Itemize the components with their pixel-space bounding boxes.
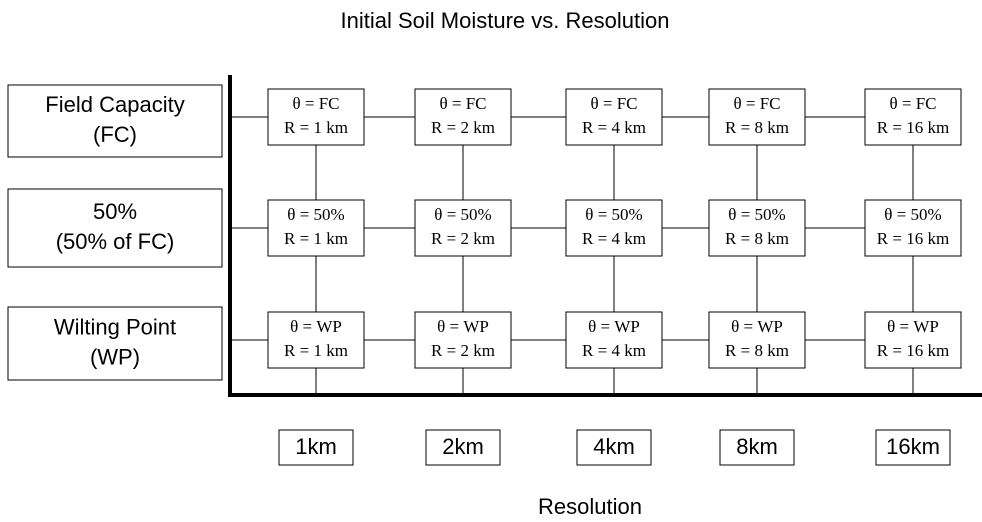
row-label: Wilting Point	[54, 314, 176, 339]
x-axis-label: Resolution	[538, 494, 642, 519]
cell-text: R = 8 km	[725, 341, 789, 360]
cell-text: R = 1 km	[284, 341, 348, 360]
row-label: (50% of FC)	[56, 229, 175, 254]
column-label: 4km	[593, 434, 635, 459]
cell-text: R = 16 km	[877, 118, 949, 137]
cell-box	[414, 88, 512, 146]
title: Initial Soil Moisture vs. Resolution	[341, 8, 670, 33]
row-label-box	[7, 306, 223, 381]
cell-text: θ = FC	[439, 94, 486, 113]
cell-text: θ = FC	[733, 94, 780, 113]
cell-box	[565, 311, 663, 369]
column-label-box	[576, 429, 652, 466]
column-label: 8km	[736, 434, 778, 459]
cell-box	[864, 88, 962, 146]
column-label-box	[425, 429, 501, 466]
cell-box	[267, 199, 365, 257]
cell-text: R = 4 km	[582, 341, 646, 360]
cell-text: θ = FC	[292, 94, 339, 113]
cell-text: θ = WP	[887, 317, 939, 336]
cell-box	[414, 311, 512, 369]
row-label: (FC)	[93, 122, 137, 147]
cell-text: R = 2 km	[431, 229, 495, 248]
column-label-box	[875, 429, 951, 466]
cell-text: R = 4 km	[582, 118, 646, 137]
cell-text: R = 8 km	[725, 229, 789, 248]
column-label: 16km	[886, 434, 940, 459]
row-label: Field Capacity	[45, 92, 184, 117]
cell-text: θ = 50%	[585, 205, 642, 224]
cell-text: θ = FC	[889, 94, 936, 113]
row-label: 50%	[93, 199, 137, 224]
cell-box	[267, 88, 365, 146]
row-label-box	[7, 84, 223, 158]
cell-text: θ = 50%	[434, 205, 491, 224]
column-label-box	[278, 429, 354, 466]
cell-text: R = 16 km	[877, 229, 949, 248]
cell-box	[565, 88, 663, 146]
cell-box	[864, 311, 962, 369]
cell-text: R = 1 km	[284, 118, 348, 137]
column-label: 2km	[442, 434, 484, 459]
row-label: (WP)	[90, 344, 140, 369]
cell-text: θ = WP	[588, 317, 640, 336]
cell-text: θ = 50%	[884, 205, 941, 224]
cell-text: θ = FC	[590, 94, 637, 113]
cell-box	[565, 199, 663, 257]
cell-text: R = 8 km	[725, 118, 789, 137]
column-label-box	[719, 429, 795, 466]
cell-text: θ = 50%	[728, 205, 785, 224]
cell-box	[708, 311, 806, 369]
column-label: 1km	[295, 434, 337, 459]
cell-text: θ = 50%	[287, 205, 344, 224]
row-label-box	[7, 188, 223, 268]
cell-text: R = 2 km	[431, 118, 495, 137]
cell-box	[267, 311, 365, 369]
cell-text: R = 4 km	[582, 229, 646, 248]
cell-box	[708, 88, 806, 146]
cell-text: θ = WP	[290, 317, 342, 336]
cell-text: R = 2 km	[431, 341, 495, 360]
cell-box	[864, 199, 962, 257]
cell-box	[414, 199, 512, 257]
cell-box	[708, 199, 806, 257]
cell-text: R = 1 km	[284, 229, 348, 248]
cell-text: θ = WP	[731, 317, 783, 336]
boxes: Field Capacity (FC) 50% (50% of FC) Wilting …	[7, 84, 962, 466]
cell-text: R = 16 km	[877, 341, 949, 360]
cell-text: θ = WP	[437, 317, 489, 336]
